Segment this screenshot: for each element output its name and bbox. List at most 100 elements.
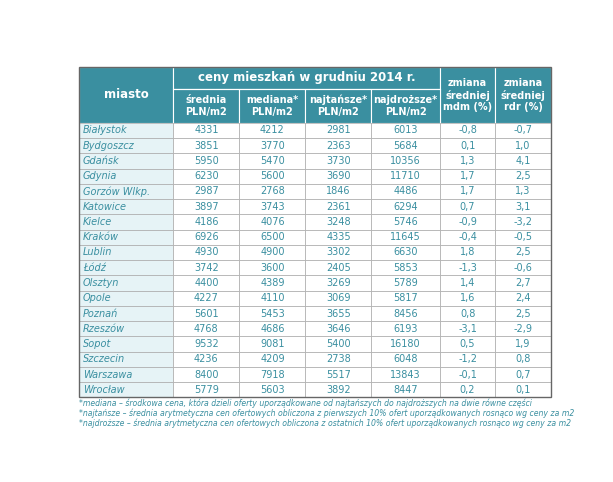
Bar (173, 382, 240, 398)
Bar (440, 336, 495, 352)
Text: 1,7: 1,7 (460, 187, 475, 197)
Text: 5746: 5746 (394, 217, 418, 227)
Text: średnia
PLN/m2: średnia PLN/m2 (186, 95, 227, 117)
Text: *mediana – środkowa cena, która dzieli oferty uporządkowane od najtańszych do na: *mediana – środkowa cena, która dzieli o… (79, 398, 532, 408)
Bar (79, 321, 173, 336)
Text: zmiana
średniej
rdr (%): zmiana średniej rdr (%) (501, 78, 546, 112)
Bar (305, 260, 371, 275)
Text: 9081: 9081 (260, 339, 284, 349)
Bar (305, 169, 371, 184)
Text: 1,6: 1,6 (460, 293, 475, 303)
Bar (79, 169, 173, 184)
Bar (305, 306, 371, 321)
Text: Łódź: Łódź (83, 263, 105, 273)
Bar (173, 153, 240, 169)
Bar (371, 199, 440, 214)
Bar (240, 260, 305, 275)
Text: 0,7: 0,7 (460, 201, 475, 212)
Bar (440, 245, 495, 260)
Bar (305, 275, 371, 291)
Bar (173, 275, 240, 291)
Text: 5817: 5817 (394, 293, 418, 303)
Text: -1,3: -1,3 (458, 263, 477, 273)
Bar (79, 382, 173, 398)
Bar (371, 321, 440, 336)
Bar (495, 275, 550, 291)
Text: najdroższe*
PLN/m2: najdroższe* PLN/m2 (374, 95, 438, 117)
Bar (79, 229, 173, 245)
Bar (371, 169, 440, 184)
Text: -0,6: -0,6 (514, 263, 533, 273)
Text: Szczecin: Szczecin (83, 354, 125, 364)
Bar (240, 306, 305, 321)
Bar (440, 169, 495, 184)
Bar (79, 352, 173, 367)
Bar (495, 169, 550, 184)
Bar (495, 336, 550, 352)
Bar (305, 199, 371, 214)
Text: ceny mieszkań w grudniu 2014 r.: ceny mieszkań w grudniu 2014 r. (198, 71, 416, 84)
Text: 1,4: 1,4 (460, 278, 475, 288)
Bar (495, 123, 550, 138)
Text: 5600: 5600 (260, 171, 284, 181)
Bar (371, 89, 440, 123)
Bar (495, 67, 550, 123)
Text: 4768: 4768 (194, 324, 219, 334)
Text: 0,2: 0,2 (460, 385, 475, 395)
Text: Gorzów Wlkp.: Gorzów Wlkp. (83, 186, 150, 197)
Bar (495, 153, 550, 169)
Text: 16180: 16180 (390, 339, 421, 349)
Bar (240, 184, 305, 199)
Bar (440, 306, 495, 321)
Text: Kielce: Kielce (83, 217, 112, 227)
Text: 2738: 2738 (326, 354, 351, 364)
Text: -0,8: -0,8 (458, 125, 477, 135)
Text: 0,5: 0,5 (460, 339, 475, 349)
Bar (371, 260, 440, 275)
Text: 3897: 3897 (194, 201, 219, 212)
Bar (371, 245, 440, 260)
Text: 4227: 4227 (194, 293, 219, 303)
Text: -0,9: -0,9 (458, 217, 477, 227)
Text: 10356: 10356 (390, 156, 421, 166)
Text: Wrocław: Wrocław (83, 385, 124, 395)
Bar (305, 214, 371, 229)
Bar (440, 138, 495, 153)
Bar (495, 306, 550, 321)
Text: 11645: 11645 (390, 232, 421, 242)
Text: 4212: 4212 (260, 125, 285, 135)
Bar (173, 321, 240, 336)
Text: 5400: 5400 (326, 339, 351, 349)
Text: 0,8: 0,8 (460, 308, 475, 319)
Text: 6048: 6048 (394, 354, 418, 364)
Text: 5601: 5601 (194, 308, 219, 319)
Text: 6294: 6294 (394, 201, 418, 212)
Bar (240, 169, 305, 184)
Text: 0,1: 0,1 (460, 141, 475, 151)
Text: 6230: 6230 (194, 171, 219, 181)
Text: 6193: 6193 (394, 324, 418, 334)
Bar (173, 214, 240, 229)
Bar (305, 138, 371, 153)
Text: 6500: 6500 (260, 232, 284, 242)
Text: 4110: 4110 (260, 293, 284, 303)
Bar (240, 321, 305, 336)
Bar (371, 275, 440, 291)
Bar (495, 138, 550, 153)
Text: 2363: 2363 (326, 141, 351, 151)
Bar (240, 123, 305, 138)
Text: 8400: 8400 (194, 370, 219, 379)
Text: 2405: 2405 (326, 263, 351, 273)
Bar (79, 214, 173, 229)
Text: 2,4: 2,4 (516, 293, 531, 303)
Bar (79, 336, 173, 352)
Text: 3851: 3851 (194, 141, 219, 151)
Bar (371, 184, 440, 199)
Text: -2,9: -2,9 (514, 324, 533, 334)
Bar (173, 138, 240, 153)
Bar (495, 367, 550, 382)
Text: zmiana
średniej
mdm (%): zmiana średniej mdm (%) (443, 78, 492, 112)
Bar (495, 260, 550, 275)
Text: 1,7: 1,7 (460, 171, 475, 181)
Bar (240, 336, 305, 352)
